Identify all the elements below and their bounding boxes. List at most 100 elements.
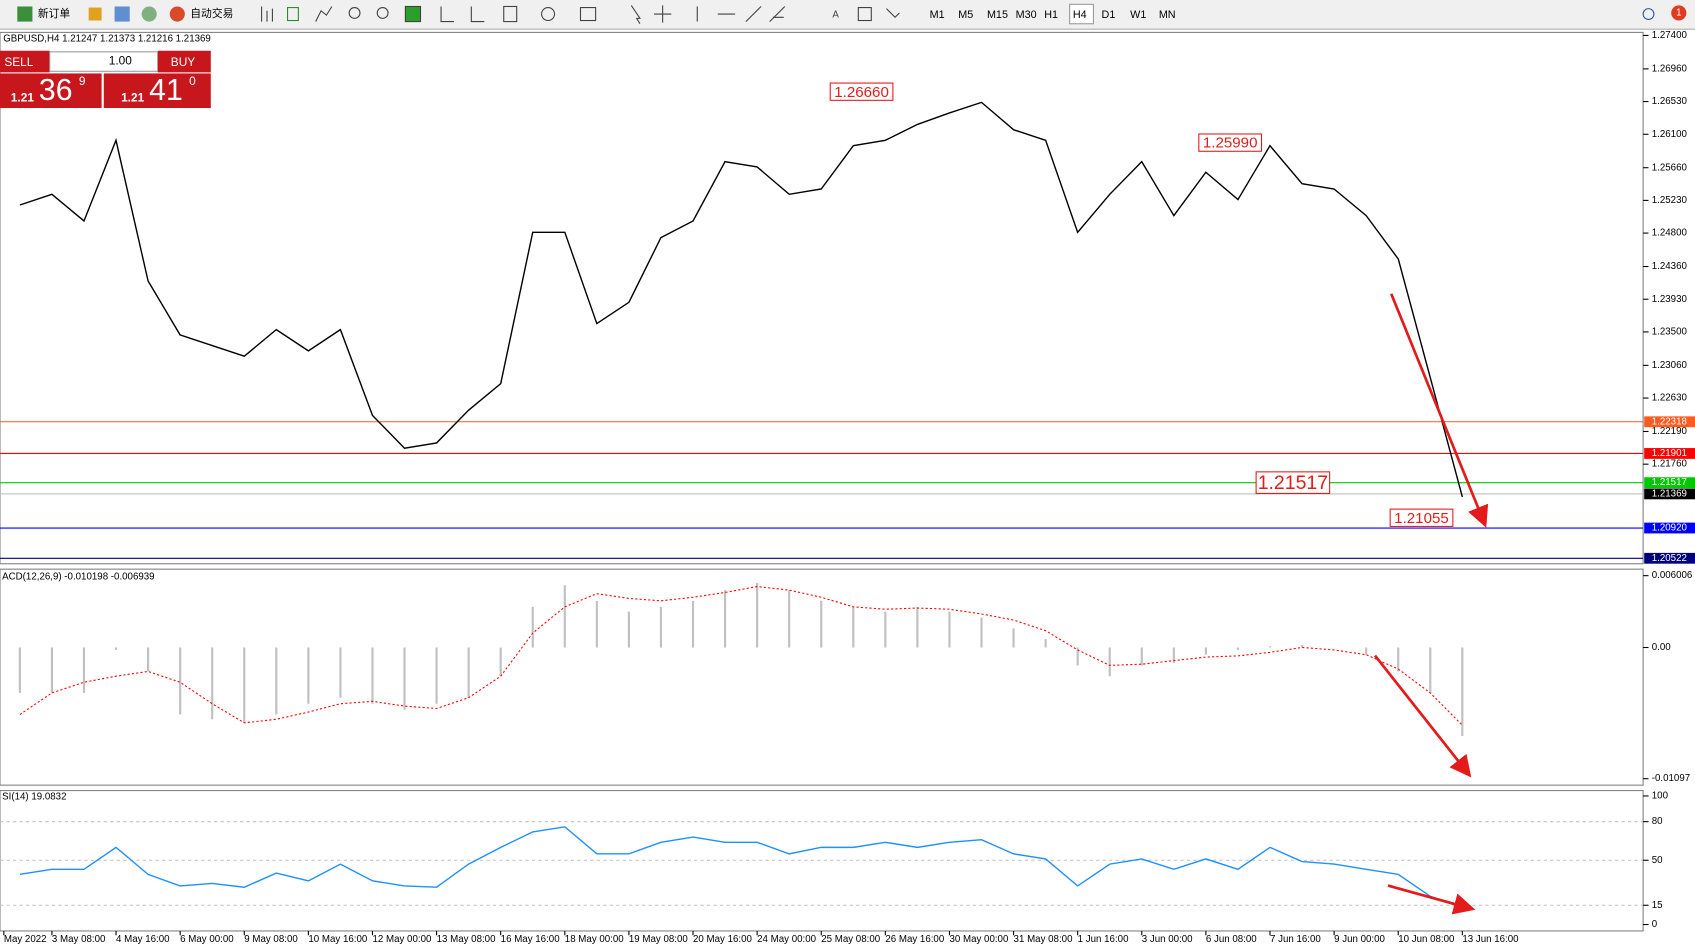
level-label: 1.21901 (1652, 448, 1687, 459)
price-annotation-box (829, 82, 894, 101)
x-tick-label: 9 May 08:00 (244, 934, 298, 945)
y-tick-label: 1.25230 (1652, 195, 1688, 206)
price-annotation: 1.21055 (1394, 510, 1449, 527)
price-plot: 1.26660 1.25990 1.21517 1.21055 (0, 82, 1644, 559)
icon[interactable] (88, 7, 102, 21)
timeframe-button[interactable]: W1 (1130, 9, 1146, 21)
x-tick-label: 26 May 16:00 (885, 934, 945, 945)
x-tick-label: 25 May 08:00 (821, 934, 881, 945)
y-tick-label: 1.27400 (1652, 30, 1688, 41)
x-tick-label: 9 Jun 00:00 (1334, 934, 1385, 945)
y-tick-label: 1.23930 (1652, 294, 1688, 305)
y-tick-label: 1.24800 (1652, 228, 1688, 239)
notification-badge[interactable] (1671, 5, 1687, 21)
trend-arrows (1373, 293, 1489, 915)
x-tick-label: 19 May 08:00 (629, 934, 689, 945)
y-tick-label: 50 (1652, 855, 1663, 866)
y-tick-label: 1.24360 (1652, 261, 1688, 272)
timeframe-button[interactable]: H4 (1073, 9, 1087, 21)
buy-price[interactable] (103, 73, 211, 108)
timeframe-button[interactable]: H1 (1044, 9, 1058, 21)
rsi-plot (0, 821, 1644, 909)
level-label-box (1644, 416, 1695, 428)
sell-pips: 36 (39, 74, 73, 107)
timeframe-bar: M1 M5 M15 M30 H1 H4 D1 W1 MN (930, 3, 1176, 25)
timeframe-button[interactable]: M30 (1016, 9, 1037, 21)
level-label-box (1644, 552, 1695, 564)
level-label: 1.22318 (1652, 416, 1687, 427)
level-label: 1.20522 (1652, 553, 1687, 564)
sell-label[interactable]: SELL (4, 55, 33, 69)
y-tick-label: 1.26960 (1652, 63, 1688, 74)
y-tick-label: 1.23060 (1652, 360, 1688, 371)
lots-value[interactable]: 1.00 (109, 54, 133, 68)
price-panel (0, 31, 1644, 565)
timeframe-button[interactable]: MN (1159, 9, 1176, 21)
timeframe-button[interactable]: M5 (958, 9, 973, 21)
x-tick-label: 20 May 16:00 (693, 934, 753, 945)
x-tick-label: 13 May 08:00 (437, 934, 497, 945)
x-tick-label: 12 May 00:00 (372, 934, 432, 945)
new-order-icon[interactable] (17, 6, 33, 22)
level-label-box (1644, 488, 1695, 500)
sell-big: 1.21 (11, 90, 35, 104)
level-label: 1.20920 (1652, 523, 1688, 534)
sell-point: 9 (79, 74, 86, 88)
x-tick-label: 6 Jun 08:00 (1206, 934, 1257, 945)
y-tick-label: 1.21760 (1652, 459, 1688, 470)
sell-button[interactable] (0, 50, 50, 73)
y-tick-label: 0 (1652, 919, 1658, 930)
signal-line (19, 586, 1463, 726)
macd-plot (18, 582, 1464, 737)
trade-panel: SELL 1.00 BUY 1.21 36 9 1.21 41 0 (0, 50, 211, 108)
chart-header: GBPUSD,H4 1.21247 1.21373 1.21216 1.2136… (3, 33, 211, 44)
level-label: 1.21517 (1652, 477, 1687, 488)
tool-icons[interactable]: A (261, 5, 900, 25)
y-tick-label: 1.26100 (1652, 129, 1688, 140)
y-tick-label: 1.23500 (1652, 326, 1688, 337)
search-icon[interactable] (1642, 8, 1655, 20)
macd-header: ACD(12,26,9) -0.010198 -0.006939 (2, 571, 154, 582)
buy-point: 0 (189, 74, 196, 88)
x-tick-label: 3 May 08:00 (52, 934, 106, 945)
x-tick-label: 4 May 16:00 (116, 934, 170, 945)
sell-price[interactable] (0, 73, 102, 108)
new-order-button[interactable]: 新订单 (38, 6, 71, 20)
y-tick-label: 1.26530 (1652, 96, 1688, 107)
x-tick-label: 18 May 00:00 (565, 934, 625, 945)
buy-pips: 41 (149, 74, 183, 107)
x-tick-label: 1 Jun 16:00 (1078, 934, 1129, 945)
level-label: 1.21369 (1652, 488, 1687, 499)
axes: 1.27400 1.26960 1.26530 1.26100 1.25660 1.252… (3, 30, 1695, 945)
x-tick-label: 16 May 16:00 (501, 934, 561, 945)
toolbar (0, 0, 1695, 30)
timeframe-button[interactable]: M15 (987, 9, 1008, 21)
icon[interactable] (141, 6, 157, 22)
rsi-header: SI(14) 19.0832 (2, 792, 66, 803)
icon[interactable] (114, 6, 130, 22)
series-line (19, 826, 1463, 909)
lots-input[interactable] (49, 51, 159, 72)
y-tick-label: 100 (1652, 791, 1669, 802)
y-tick-label: 1.25660 (1652, 162, 1688, 173)
x-tick-label: 24 May 00:00 (757, 934, 817, 945)
x-tick-label: 30 May 00:00 (949, 934, 1009, 945)
series-line (19, 101, 1464, 498)
auto-trading-button[interactable]: 自动交易 (190, 6, 233, 20)
notification-count: 1 (1676, 8, 1681, 19)
x-tick-label: 10 Jun 08:00 (1398, 934, 1455, 945)
auto-trading-icon[interactable] (169, 6, 185, 22)
price-annotation-box (1389, 508, 1454, 527)
x-tick-label: 31 May 08:00 (1014, 934, 1074, 945)
price-annotation: 1.25990 (1203, 135, 1258, 152)
active-timeframe (1069, 3, 1094, 25)
timeframe-button[interactable]: M1 (930, 9, 945, 21)
buy-button[interactable] (157, 50, 211, 73)
timeframe-button[interactable]: D1 (1102, 9, 1116, 21)
y-tick-label: 1.22190 (1652, 426, 1688, 437)
buy-big: 1.21 (121, 90, 145, 104)
y-tick-label: 1.22630 (1652, 393, 1688, 404)
buy-label[interactable]: BUY (171, 55, 196, 69)
